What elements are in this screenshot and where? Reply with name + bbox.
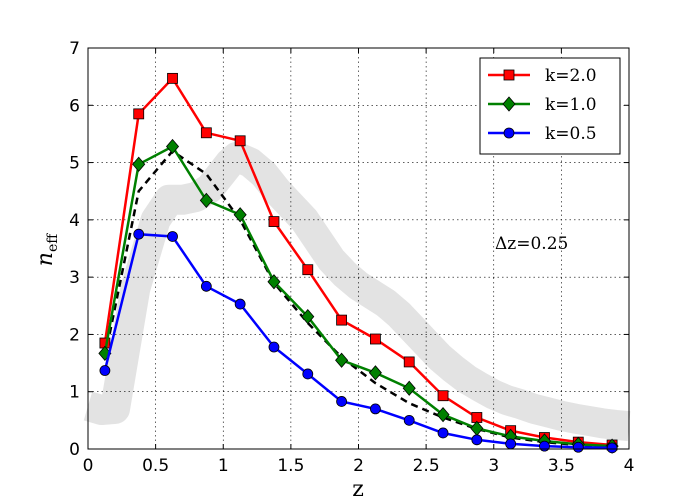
x-tick-label: 3.5	[548, 456, 575, 476]
data-point-k-1-0	[301, 309, 315, 325]
data-point-k-0-5	[437, 427, 449, 439]
data-point-k-0-5	[471, 434, 483, 446]
data-point-k-2-0	[167, 72, 178, 84]
y-tick-label: 6	[69, 96, 80, 116]
legend-item-k-0-5: k=0.5	[488, 124, 597, 144]
data-point-k-0-5	[403, 414, 415, 426]
series-line-k-1-0	[103, 144, 613, 448]
data-point-k-0-5	[336, 396, 347, 407]
y-tick-label: 5	[69, 154, 80, 174]
data-point-k-1-0	[436, 407, 450, 423]
data-point-k-2-0	[234, 135, 246, 147]
data-point-k-1-0	[267, 274, 281, 290]
y-tick-label: 4	[69, 211, 80, 231]
data-point-k-0-5	[539, 440, 550, 452]
data-point-k-1-0	[233, 207, 247, 223]
x-axis-label: z	[352, 477, 364, 500]
data-point-k-0-5	[606, 442, 618, 454]
x-tick-label: 3	[488, 456, 499, 476]
shaded-band	[83, 141, 631, 442]
data-point-k-0-5	[268, 341, 280, 353]
legend-label-k-0-5: k=0.5	[545, 124, 597, 144]
grid-layer	[88, 48, 629, 449]
legend-label-k-2-0: k=2.0	[545, 66, 597, 86]
legend-marker-k-2-0	[503, 69, 515, 81]
y-axis-label-base: n	[33, 252, 58, 266]
x-tick-label: 0.5	[142, 456, 169, 476]
y-tick-label: 7	[69, 39, 80, 59]
data-point-k-0-5	[370, 403, 381, 415]
legend-item-k-1-0: k=1.0	[488, 95, 597, 115]
data-point-k-2-0	[336, 314, 347, 326]
data-point-k-2-0	[370, 333, 381, 345]
x-tick-label: 2.5	[413, 456, 440, 476]
x-tick-label: 4	[624, 456, 635, 476]
legend-label-k-1-0: k=1.0	[545, 95, 597, 115]
legend-marker-k-1-0	[502, 96, 516, 112]
series-k-1-0	[98, 138, 619, 454]
annotation-dz: Δz=0.25	[495, 234, 568, 254]
data-point-k-1-0	[402, 380, 416, 396]
data-point-k-2-0	[403, 356, 415, 368]
data-point-k-1-0	[199, 192, 213, 208]
x-tick-label: 2	[353, 456, 364, 476]
shaded-band-layer	[83, 141, 631, 442]
data-point-k-1-0	[368, 365, 382, 381]
data-point-k-2-0	[133, 108, 145, 120]
series-line-k-0-5	[103, 232, 613, 450]
series-line-k-2-0	[103, 76, 613, 447]
data-point-k-0-5	[133, 228, 145, 240]
y-axis-label-sub: eff	[45, 233, 61, 252]
data-point-k-1-0	[335, 352, 349, 368]
tick-layer: 0 0.5 1 1.5 2 2.5 3 3.5 4 0 1 2 3 4 5 6 7	[69, 39, 634, 476]
data-point-k-2-0	[268, 216, 280, 227]
series-layer	[98, 72, 619, 454]
x-tick-label: 1.5	[277, 456, 304, 476]
data-point-k-0-5	[234, 298, 246, 310]
data-point-k-0-5	[505, 438, 517, 450]
data-point-k-0-5	[572, 441, 584, 453]
legend-marker-k-0-5	[503, 127, 515, 139]
data-point-k-0-5	[99, 365, 111, 376]
data-point-k-2-0	[437, 390, 449, 402]
legend-item-k-2-0: k=2.0	[488, 66, 597, 86]
legend-items: k=2.0 k=1.0 k=0.5	[488, 66, 597, 144]
y-tick-label: 3	[69, 268, 80, 288]
series-k-0-5	[99, 228, 618, 454]
data-point-k-1-0	[132, 156, 146, 172]
data-point-k-2-0	[302, 264, 314, 276]
x-tick-label: 1	[218, 456, 229, 476]
data-point-k-0-5	[302, 368, 314, 380]
data-point-k-1-0	[166, 138, 180, 155]
legend: k=2.0 k=1.0 k=0.5	[479, 57, 621, 155]
data-point-k-0-5	[200, 280, 212, 292]
data-point-k-2-0	[200, 127, 212, 139]
data-point-k-0-5	[167, 231, 178, 242]
y-axis-label: neff	[33, 233, 61, 266]
y-tick-label: 1	[69, 383, 80, 403]
y-tick-label: 0	[69, 440, 80, 460]
x-tick-label: 0	[83, 456, 94, 476]
y-tick-label: 2	[69, 325, 80, 345]
